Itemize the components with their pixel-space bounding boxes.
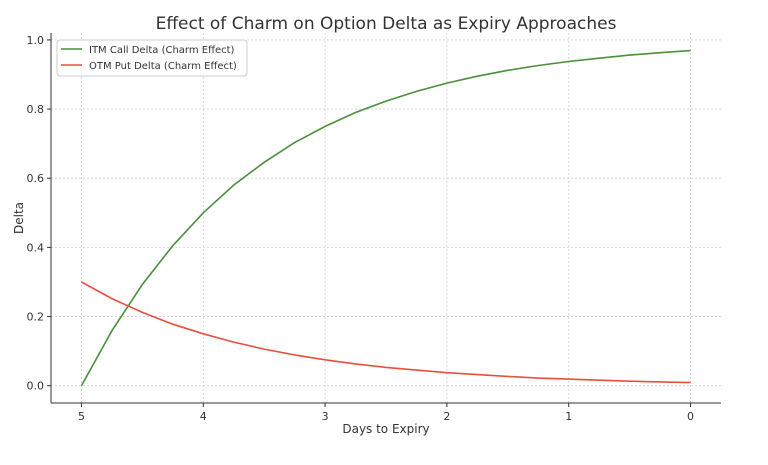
y-tick-label: 0.2 <box>27 311 45 324</box>
x-tick-label: 1 <box>565 410 572 423</box>
y-tick-label: 0.4 <box>27 241 45 254</box>
x-tick-label: 4 <box>200 410 207 423</box>
x-tick-label: 2 <box>443 410 450 423</box>
y-tick-label: 0.8 <box>27 103 45 116</box>
x-tick-label: 3 <box>322 410 329 423</box>
x-tick-label: 5 <box>78 410 85 423</box>
itm-call-delta-line <box>80 49 691 387</box>
y-tick-label: 1.0 <box>27 34 45 47</box>
y-tick-label: 0.0 <box>27 380 45 393</box>
legend-label-itm-call: ITM Call Delta (Charm Effect) <box>89 45 235 56</box>
x-axis-label: Days to Expiry <box>342 422 429 436</box>
legend-label-otm-put: OTM Put Delta (Charm Effect) <box>89 61 237 72</box>
y-tick-label: 0.6 <box>27 172 45 185</box>
y-axis-label: Delta <box>12 202 26 234</box>
legend: ITM Call Delta (Charm Effect) OTM Put De… <box>56 39 248 77</box>
otm-put-delta-line <box>81 281 691 384</box>
x-tick-label: 0 <box>687 410 694 423</box>
chart-title: Effect of Charm on Option Delta as Expir… <box>156 14 617 34</box>
